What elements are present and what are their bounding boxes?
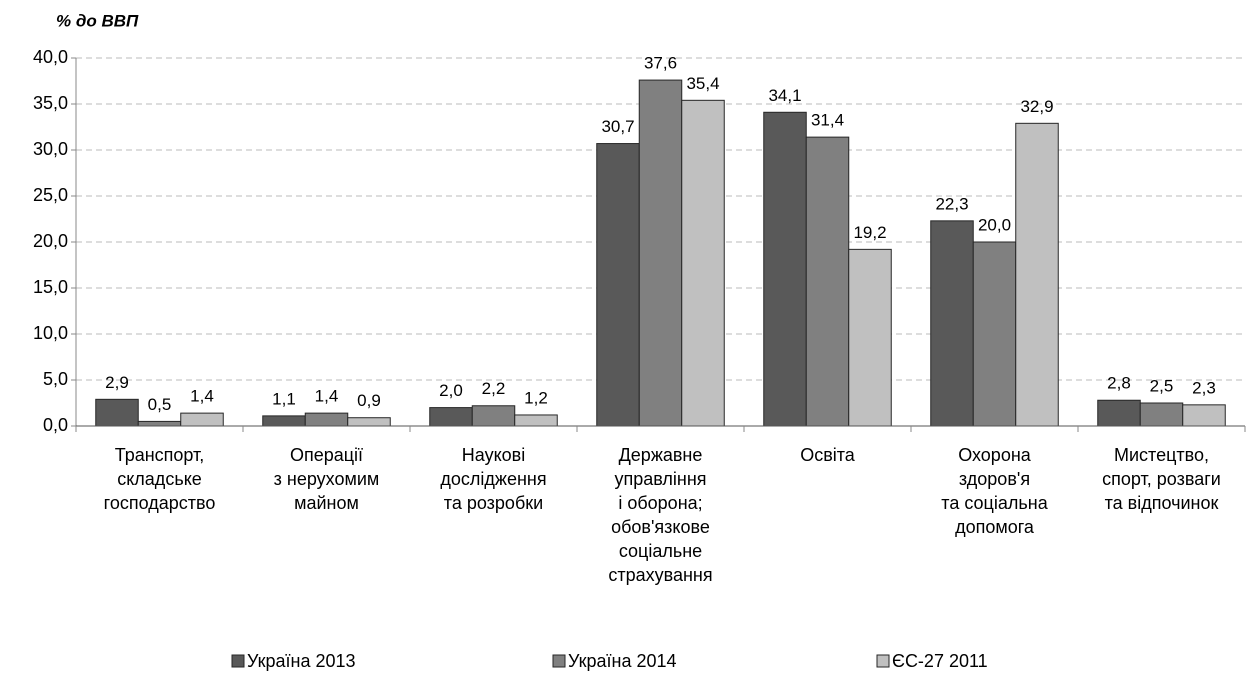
x-tick-label: та соціальна xyxy=(941,493,1048,513)
bar xyxy=(638,79,683,427)
value-label: 1,2 xyxy=(524,388,548,407)
y-tick-label: 40,0 xyxy=(33,47,68,67)
value-label: 2,0 xyxy=(439,381,463,400)
value-label: 20,0 xyxy=(978,215,1011,234)
value-label: 1,4 xyxy=(315,387,339,406)
bar xyxy=(596,143,640,427)
y-tick-label: 35,0 xyxy=(33,93,68,113)
value-label: 2,5 xyxy=(1150,376,1174,395)
x-tick-label: обов'язкове xyxy=(611,517,710,537)
x-tick-label: та розробки xyxy=(444,493,543,513)
y-tick-label: 10,0 xyxy=(33,323,68,343)
bar xyxy=(347,417,391,427)
value-label: 1,1 xyxy=(272,389,296,408)
x-tick-label: Мистецтво, xyxy=(1114,445,1209,465)
legend-label: ЄС-27 2011 xyxy=(892,651,988,671)
value-label: 22,3 xyxy=(935,194,968,213)
bar xyxy=(763,111,807,427)
x-tick-label: дослідження xyxy=(440,469,546,489)
y-tick-label: 20,0 xyxy=(33,231,68,251)
y-tick-label: 30,0 xyxy=(33,139,68,159)
value-label: 2,8 xyxy=(1107,374,1131,393)
x-tick-label: господарство xyxy=(104,493,216,513)
x-tick-label: спорт, розваги xyxy=(1102,469,1221,489)
value-label: 0,5 xyxy=(148,395,172,414)
x-tick-label: майном xyxy=(294,493,359,513)
y-tick-label: 5,0 xyxy=(43,369,68,389)
value-label: 19,2 xyxy=(853,223,886,242)
x-tick-label: з нерухомим xyxy=(274,469,380,489)
x-tick-label: допомога xyxy=(955,517,1035,537)
bar xyxy=(304,412,349,427)
bar xyxy=(972,241,1017,427)
x-tick-label: і оборона; xyxy=(618,493,702,513)
value-label: 37,6 xyxy=(644,54,677,73)
bar xyxy=(1015,122,1059,427)
x-tick-label: Наукові xyxy=(462,445,525,465)
bar xyxy=(930,220,974,427)
value-label: 31,4 xyxy=(811,111,844,130)
bar xyxy=(1097,399,1141,427)
legend-label: Україна 2013 xyxy=(247,651,356,671)
bar xyxy=(137,420,182,427)
x-tick-label: Охорона xyxy=(958,445,1032,465)
bar xyxy=(805,136,850,427)
value-label: 0,9 xyxy=(357,391,381,410)
legend-swatch xyxy=(231,654,245,668)
x-tick-label: складське xyxy=(117,469,202,489)
bar xyxy=(429,407,473,427)
bar xyxy=(514,414,558,427)
x-tick-label: Освіта xyxy=(800,445,856,465)
x-tick-label: здоров'я xyxy=(959,469,1030,489)
x-tick-label: Транспорт, xyxy=(115,445,205,465)
value-label: 34,1 xyxy=(768,86,801,105)
bar xyxy=(1139,402,1184,427)
value-label: 35,4 xyxy=(686,74,719,93)
y-axis-label: % до ВВП xyxy=(56,11,139,30)
bar xyxy=(262,415,306,427)
x-tick-label: та відпочинок xyxy=(1105,493,1219,513)
y-tick-label: 15,0 xyxy=(33,277,68,297)
bar xyxy=(180,412,224,427)
value-label: 2,9 xyxy=(105,373,129,392)
x-tick-label: соціальне xyxy=(619,541,702,561)
value-label: 1,4 xyxy=(190,387,214,406)
bar xyxy=(1182,404,1226,427)
bar xyxy=(848,248,892,427)
legend-swatch xyxy=(552,654,566,668)
value-label: 2,2 xyxy=(482,379,506,398)
y-tick-label: 25,0 xyxy=(33,185,68,205)
legend-label: Україна 2014 xyxy=(568,651,677,671)
value-label: 2,3 xyxy=(1192,378,1216,397)
y-tick-label: 0,0 xyxy=(43,415,68,435)
x-tick-label: Операції xyxy=(290,445,363,465)
bar xyxy=(95,398,139,427)
value-label: 32,9 xyxy=(1020,97,1053,116)
bar xyxy=(471,405,516,427)
value-label: 30,7 xyxy=(601,117,634,136)
x-tick-label: страхування xyxy=(608,565,712,585)
x-tick-label: Державне xyxy=(619,445,703,465)
bar xyxy=(681,99,725,427)
x-tick-label: управління xyxy=(614,469,706,489)
legend-swatch xyxy=(876,654,890,668)
